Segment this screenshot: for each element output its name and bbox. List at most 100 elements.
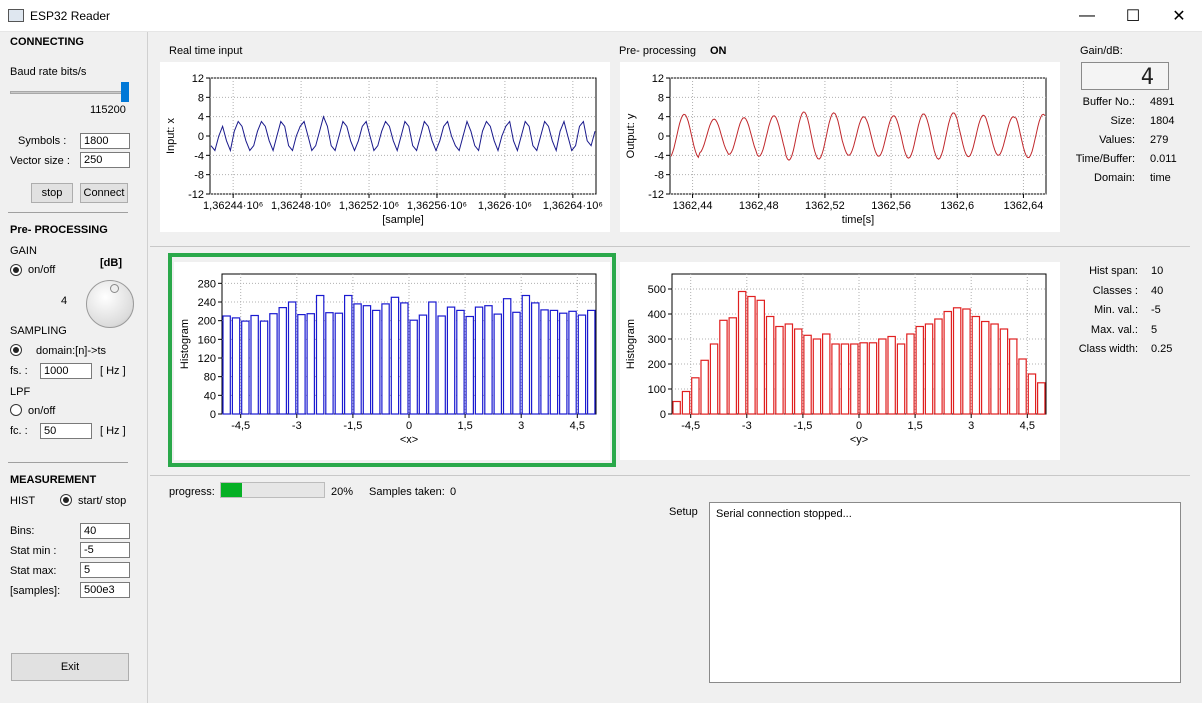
- divider: [8, 462, 128, 463]
- samples-input[interactable]: 500e3: [80, 582, 130, 598]
- y-tick-label: 4: [198, 112, 204, 124]
- hist-stat-label: Classes :: [1092, 284, 1138, 297]
- samples-taken-value: 0: [450, 486, 457, 498]
- realtime-title: Real time input: [169, 45, 243, 57]
- log-textarea[interactable]: Serial connection stopped...: [709, 502, 1181, 683]
- stat-label: Time/Buffer:: [1075, 153, 1135, 165]
- x-axis-label: <x>: [400, 434, 418, 446]
- progress-label: progress:: [169, 486, 215, 498]
- histogram-bar: [737, 290, 747, 415]
- histogram-bar: [906, 333, 915, 415]
- exit-button[interactable]: Exit: [11, 653, 129, 681]
- connecting-title: CONNECTING: [10, 36, 84, 48]
- histogram-bar: [390, 296, 400, 415]
- gain-onoff-label: on/off: [28, 264, 56, 276]
- histogram-bar: [521, 294, 531, 415]
- histogram-bar: [344, 294, 353, 415]
- histogram-bar: [784, 323, 794, 415]
- baud-slider-track[interactable]: [10, 91, 128, 94]
- x-tick-label: 1,36256·10⁶: [407, 200, 467, 212]
- histogram-bar: [981, 320, 990, 415]
- baud-slider-handle[interactable]: [121, 82, 129, 102]
- histogram-bar: [1009, 338, 1018, 415]
- x-tick-label: -1,5: [793, 420, 812, 432]
- histogram-bar: [278, 306, 287, 415]
- y-tick-label: 80: [204, 372, 216, 384]
- symbols-input[interactable]: 1800: [80, 133, 130, 149]
- stop-button[interactable]: stop: [31, 183, 73, 203]
- histogram-bar: [850, 343, 859, 415]
- vector-size-input[interactable]: 250: [80, 152, 130, 168]
- x-tick-label: -4,5: [681, 420, 700, 432]
- histogram-bar: [250, 314, 259, 415]
- fs-unit: [ Hz ]: [100, 365, 126, 377]
- stat-value: 4891: [1150, 96, 1175, 108]
- gain-lcd-digit: 4: [1140, 65, 1154, 90]
- histogram-bar: [896, 343, 906, 415]
- x-tick-label: 1362,52: [805, 200, 845, 212]
- close-button[interactable]: ✕: [1172, 8, 1186, 25]
- histogram-bar: [306, 313, 316, 415]
- x-axis-label: time[s]: [842, 214, 874, 226]
- histogram-bar: [231, 317, 241, 415]
- measurement-title: MEASUREMENT: [10, 474, 97, 486]
- hist-stat-label: Hist span:: [1089, 265, 1138, 277]
- connect-button[interactable]: Connect: [80, 183, 128, 203]
- histogram-bar: [493, 313, 503, 415]
- samples-label: [samples]:: [10, 585, 61, 597]
- gain-db-label: Gain/dB:: [1080, 45, 1123, 57]
- histogram-bar: [700, 359, 709, 415]
- bins-input[interactable]: 40: [80, 523, 130, 539]
- y-tick-label: 400: [648, 309, 666, 321]
- title-bar: ESP32 Reader — ☐ ✕: [0, 0, 1202, 32]
- stat-label: Domain:: [1094, 172, 1135, 184]
- x-tick-label: 0: [406, 420, 412, 432]
- fc-input[interactable]: 50: [40, 423, 92, 439]
- histogram-bar: [400, 302, 409, 415]
- histogram-bar: [878, 338, 887, 415]
- lpf-radio[interactable]: [10, 404, 22, 416]
- gain-radio[interactable]: [10, 264, 22, 276]
- statmin-label: Stat min :: [10, 545, 57, 557]
- x-tick-label: -3: [742, 420, 752, 432]
- histogram-bar: [512, 311, 521, 415]
- histogram-bar: [934, 318, 943, 415]
- hist-stat-label: Min. val.:: [1093, 304, 1138, 316]
- stat-label: Size:: [1110, 115, 1135, 127]
- histogram-bar: [803, 334, 812, 415]
- histogram-bar: [568, 310, 577, 415]
- statmax-input[interactable]: 5: [80, 562, 130, 578]
- histogram-bar: [465, 315, 475, 415]
- x-tick-label: 1,5: [907, 420, 922, 432]
- fs-label: fs. :: [10, 365, 28, 377]
- histogram-bar: [952, 307, 962, 415]
- histogram-bar: [381, 303, 390, 415]
- baud-value: 115200: [90, 104, 126, 116]
- histogram-bar: [540, 309, 549, 415]
- y-axis-label: Histogram: [179, 319, 191, 369]
- x-tick-label: 1,5: [457, 420, 472, 432]
- progress-fill: [221, 483, 242, 497]
- y-tick-label: 0: [210, 409, 216, 421]
- y-tick-label: 4: [658, 112, 664, 124]
- maximize-button[interactable]: ☐: [1125, 8, 1141, 25]
- domain-radio[interactable]: [10, 344, 22, 356]
- stat-value: 1804: [1150, 115, 1175, 127]
- histogram-bar: [775, 325, 784, 415]
- histogram-bar: [943, 310, 953, 415]
- statmin-input[interactable]: -5: [80, 542, 130, 558]
- fs-input[interactable]: 1000: [40, 363, 92, 379]
- x-tick-label: -1,5: [343, 420, 362, 432]
- domain-label: domain:[n]->ts: [36, 345, 107, 357]
- histogram-bar: [259, 320, 269, 415]
- fc-unit: [ Hz ]: [100, 425, 126, 437]
- y-tick-label: -4: [654, 150, 664, 162]
- minimize-button[interactable]: —: [1079, 7, 1095, 24]
- x-tick-label: 4,5: [1020, 420, 1035, 432]
- histogram-bar: [1037, 382, 1046, 415]
- hist-radio[interactable]: [60, 494, 72, 506]
- x-tick-label: -3: [292, 420, 302, 432]
- histogram-bar: [577, 314, 587, 415]
- x-tick-label: 3: [968, 420, 974, 432]
- histogram-bar: [999, 328, 1009, 415]
